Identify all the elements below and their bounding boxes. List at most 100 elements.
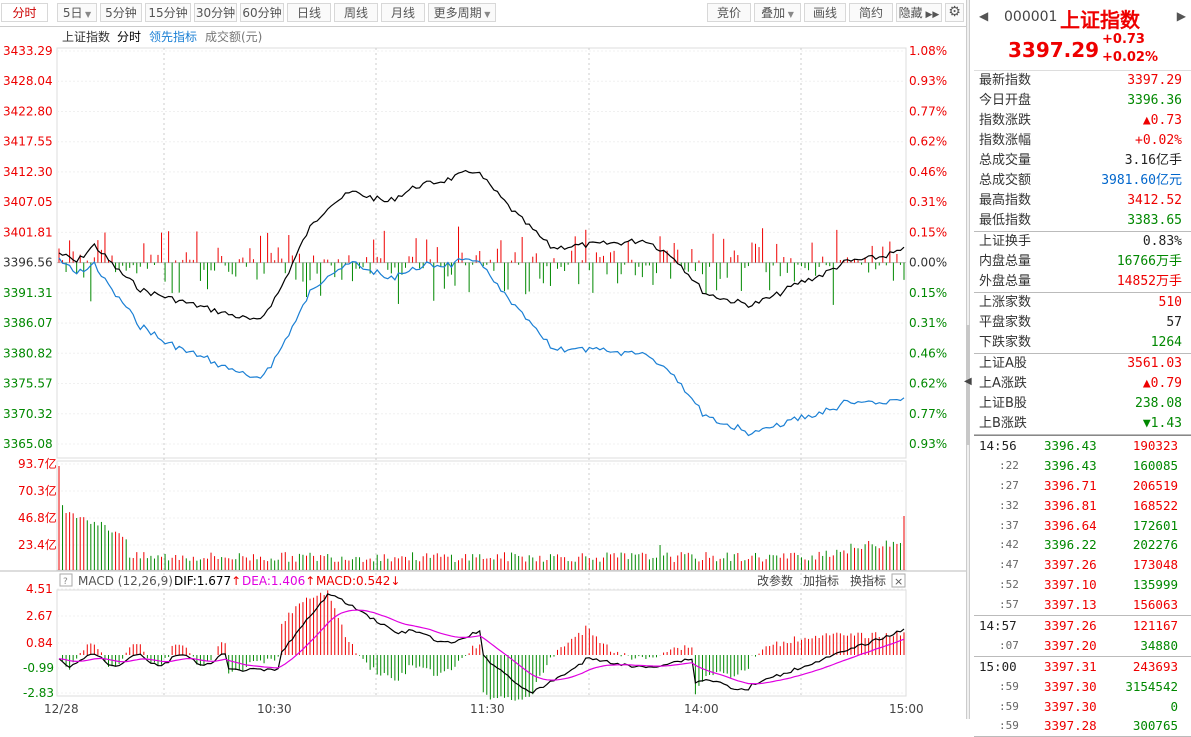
macd-add-indicator-link[interactable]: 加指标 <box>803 573 839 588</box>
tick-row: :42 3396.22 202276 <box>974 535 1191 555</box>
quote-row: 最高指数 3412.52 <box>974 191 1191 211</box>
quote-row: 下跌家数 1264 <box>974 333 1191 353</box>
tick-row: :37 3396.64 172601 <box>974 516 1191 536</box>
tick-volume: 168522 <box>1132 497 1178 513</box>
quote-label: 上证换手 <box>979 234 1032 249</box>
volume-panel-frame <box>56 460 907 571</box>
quote-value: ▲0.73 <box>1142 113 1182 128</box>
index-name: 上证指数 <box>1060 8 1140 32</box>
tick-time: :07 <box>999 638 1019 652</box>
draw-button[interactable]: 画线 <box>804 3 846 22</box>
chart-axes: 3433.29 1.08% 3428.04 0.93% 3422.80 0.77% 3417… <box>3 44 947 716</box>
quote-label: 上涨家数 <box>979 295 1032 310</box>
tick-volume: 202276 <box>1132 537 1178 553</box>
quote-label: 总成交量 <box>979 153 1032 168</box>
price-axis-label: 3417.55 <box>3 135 53 149</box>
volume-axis-label: 23.4亿 <box>18 537 57 552</box>
tick-price: 3396.43 <box>1044 438 1097 453</box>
macd-switch-indicator-link[interactable]: 换指标 <box>850 573 886 588</box>
price-axis-label: 3412.30 <box>3 165 53 179</box>
quote-label: 指数涨跌 <box>979 113 1032 128</box>
volume-axis-label: 93.7亿 <box>18 456 57 471</box>
macd-change-params-link[interactable]: 改参数 <box>757 573 793 588</box>
auction-button[interactable]: 竞价 <box>707 3 751 22</box>
macd-title: MACD (12,26,9) <box>78 574 173 588</box>
legend-amount: 成交额(元) <box>205 29 262 44</box>
tab-monthly[interactable]: 月线 <box>381 3 425 22</box>
tab-more-label: 更多周期 <box>433 6 482 20</box>
price-panel-frame <box>56 47 907 459</box>
overlay-button[interactable]: 叠加 ▼ <box>754 3 801 22</box>
tab-intraday[interactable]: 分时 <box>1 3 48 22</box>
pct-axis-label: 1.08% <box>909 44 947 58</box>
pct-axis-label: 0.00% <box>909 256 947 270</box>
tab-weekly[interactable]: 周线 <box>334 3 378 22</box>
macd-lock-icon[interactable] <box>59 573 73 587</box>
tick-volume: 243693 <box>1132 658 1178 674</box>
panel-splitter[interactable]: ◀ <box>964 0 972 719</box>
price-axis-label: 3401.81 <box>3 225 53 239</box>
quote-label: 上B涨跌 <box>979 416 1027 431</box>
quote-value: 3.16亿手 <box>1124 153 1182 168</box>
quote-value: 238.08 <box>1135 396 1182 411</box>
tick-volume: 0 <box>1170 698 1178 714</box>
prev-stock-icon[interactable]: ◀ <box>979 9 989 23</box>
tick-price: 3397.26 <box>1044 557 1097 573</box>
arrow-up-icon: ↑ <box>231 574 241 588</box>
tab-5min[interactable]: 5分钟 <box>100 3 142 22</box>
tab-5day[interactable]: 5日 ▼ <box>57 3 97 22</box>
quote-value: 510 <box>1158 295 1182 310</box>
tab-30min[interactable]: 30分钟 <box>194 3 237 22</box>
pct-axis-label: 0.15% <box>909 286 947 300</box>
quote-row: 上证A股 3561.03 <box>974 354 1191 374</box>
tick-group: 14:56 3396.43 190323:22 3396.43 160085:27 339… <box>974 436 1191 617</box>
pct-axis-label: 0.31% <box>909 316 947 330</box>
quote-row: 最低指数 3383.65 <box>974 211 1191 231</box>
intraday-chart[interactable]: 3433.29 1.08% 3428.04 0.93% 3422.80 0.77% 3417… <box>0 0 966 719</box>
settings-icon[interactable]: ⚙ <box>945 3 964 22</box>
legend-lead-indicator[interactable]: 领先指标 <box>149 29 197 44</box>
overlay-label: 叠加 <box>761 6 786 20</box>
price-axis-label: 3386.07 <box>3 316 53 330</box>
arrow-up-icon: ↑ <box>305 574 315 588</box>
tick-volume: 300765 <box>1132 718 1178 734</box>
header-pct: +0.02% <box>1102 50 1158 65</box>
time-axis-label: 11:30 <box>470 702 505 716</box>
tick-price: 3396.71 <box>1044 477 1097 493</box>
tick-volume: 173048 <box>1132 557 1178 573</box>
tick-volume: 172601 <box>1132 517 1178 533</box>
price-axis-label: 3428.04 <box>3 74 53 88</box>
tick-row: 15:00 3397.31 243693 <box>974 657 1191 677</box>
quote-row: 最新指数 3397.29 <box>974 71 1191 91</box>
header-change: +0.73 <box>1102 32 1145 47</box>
tab-60min[interactable]: 60分钟 <box>240 3 284 22</box>
hide-button[interactable]: 隐藏 ▶▶ <box>896 3 942 22</box>
tick-time: 14:56 <box>979 438 1017 453</box>
macd-dea-value: DEA:1.406↑ <box>242 574 315 588</box>
tick-time: :57 <box>999 598 1019 612</box>
quote-value: 3561.03 <box>1127 356 1182 371</box>
simple-button[interactable]: 简约 <box>849 3 893 22</box>
collapse-arrow-icon[interactable]: ◀ <box>964 376 972 387</box>
tab-more-periods[interactable]: 更多周期 ▼ <box>428 3 496 22</box>
dropdown-icon: ▼ <box>82 10 92 19</box>
hide-label: 隐藏 <box>898 6 923 20</box>
tab-15min[interactable]: 15分钟 <box>145 3 191 22</box>
quote-group: 上涨家数 510 平盘家数 57 下跌家数 1264 <box>974 293 1191 354</box>
pct-axis-label: 0.62% <box>909 377 947 391</box>
tick-price: 3397.30 <box>1044 678 1097 694</box>
index-code: 000001 <box>1004 9 1058 25</box>
tick-time: :47 <box>999 558 1019 572</box>
splitter-handle[interactable] <box>966 325 970 445</box>
macd-close-button[interactable] <box>891 573 906 588</box>
quote-row: 上A涨跌 ▲0.79 <box>974 374 1191 394</box>
tab-daily[interactable]: 日线 <box>287 3 331 22</box>
pct-axis-label: 0.77% <box>909 407 947 421</box>
next-stock-icon[interactable]: ▶ <box>1176 9 1186 23</box>
price-axis-label: 3407.05 <box>3 195 53 209</box>
time-axis-label: 14:00 <box>684 702 719 716</box>
tick-time: 15:00 <box>979 658 1017 674</box>
quote-label: 今日开盘 <box>979 93 1032 108</box>
price-axis-label: 3391.31 <box>3 286 53 300</box>
tick-row: :47 3397.26 173048 <box>974 555 1191 575</box>
